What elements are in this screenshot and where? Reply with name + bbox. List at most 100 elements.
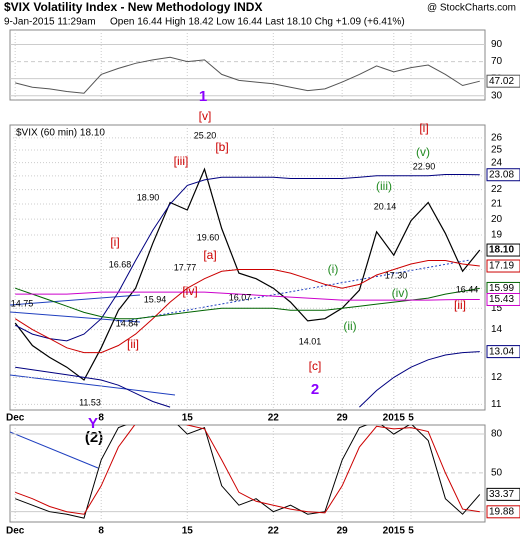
y-tick-label: 14 [491, 324, 503, 335]
series-line [15, 425, 480, 515]
y-tick-label: 30 [491, 90, 503, 101]
series-line [15, 287, 480, 320]
annotation: [ii] [454, 298, 466, 312]
annotation: 16.68 [109, 259, 132, 269]
annotation: [ii] [127, 337, 139, 351]
x-tick-label: 29 [337, 413, 349, 424]
annotation: 18.90 [137, 192, 160, 202]
main-label: $VIX (60 min) 18.10 [16, 128, 105, 139]
annotation: (iv) [392, 286, 409, 300]
quote: Open 16.44 High 18.42 Low 16.44 Last 18.… [110, 17, 405, 28]
plot [14, 167, 481, 408]
trendlines [10, 259, 471, 396]
annotation: 16.44 [456, 284, 479, 294]
x-tick-label: 15 [182, 413, 194, 424]
trendline [10, 374, 176, 396]
annotation: 22.90 [413, 161, 436, 171]
trendline [119, 259, 471, 323]
y-tick-label: 11 [491, 399, 502, 410]
annotation: 15.94 [144, 294, 167, 304]
annotation: 20.14 [374, 201, 397, 211]
annotation: [v] [199, 109, 212, 123]
end-label: 47.02 [489, 76, 514, 87]
series-line [14, 174, 480, 342]
end-label: 33.37 [489, 489, 514, 500]
end-label-box [486, 345, 520, 359]
annotation: [b] [215, 140, 228, 154]
x-tick-label: 8 [98, 526, 104, 537]
end-label-box [486, 74, 520, 88]
x-tick-label: 5 [408, 526, 414, 537]
end-label-box [486, 487, 520, 501]
y-tick-label: 25 [491, 145, 503, 156]
trendline [10, 431, 99, 469]
series-line [15, 425, 481, 519]
series-line [359, 351, 480, 408]
annotation: 14.84 [116, 318, 139, 328]
annotation: [iii] [174, 154, 189, 168]
series-line [14, 167, 481, 381]
date: 9-Jan-2015 11:29am [4, 17, 96, 28]
annotation: 17.77 [174, 262, 197, 272]
y-tick-label: 12 [491, 372, 503, 383]
end-label-box [486, 259, 520, 273]
title: $VIX Volatility Index - New Methodology … [4, 0, 262, 14]
end-label: 23.08 [489, 169, 514, 180]
annotation: (2) [85, 429, 103, 446]
x-tick-label: 5 [408, 413, 414, 424]
annotation: 25.20 [194, 130, 217, 140]
y-tick-label: 24 [491, 157, 503, 168]
panel-bottom [9, 424, 486, 523]
end-label: 18.10 [489, 245, 514, 256]
annotation: (iii) [376, 179, 392, 193]
series-line [15, 366, 171, 408]
panel-main [9, 124, 486, 411]
source: @ StockCharts.com [427, 3, 516, 14]
x-tick-label: 2015 [383, 526, 406, 537]
trendline [10, 311, 141, 323]
annotation: 14.75 [11, 298, 34, 308]
annotation: (v) [416, 145, 430, 159]
y-tick-label: 90 [491, 39, 503, 50]
end-label-box [486, 168, 520, 182]
panel-top [9, 29, 486, 101]
end-label-box [486, 505, 520, 519]
end-label-box [486, 292, 520, 306]
end-label: 15.43 [489, 294, 514, 305]
x-tick-label: Dec [6, 413, 25, 424]
end-label: 15.99 [489, 283, 514, 294]
series-line [15, 56, 480, 94]
y-tick-label: 20 [491, 214, 503, 225]
y-tick-label: 80 [491, 429, 503, 440]
y-tick-label: 19 [491, 230, 503, 241]
annotation: 1 [199, 88, 207, 105]
x-tick-label: 2015 [383, 413, 406, 424]
plot [15, 56, 480, 94]
annotation: 16.07 [229, 292, 252, 302]
y-tick-label: 26 [491, 132, 503, 143]
annotation: [c] [309, 359, 322, 373]
annotation: (i) [328, 262, 339, 276]
end-label-box [486, 243, 520, 257]
y-tick-label: 21 [491, 199, 503, 210]
annotation: 19.60 [197, 232, 220, 242]
trendline [10, 294, 141, 306]
x-tick-label: 22 [268, 413, 280, 424]
annotation: [i] [110, 235, 119, 249]
annotation: 14.01 [299, 336, 322, 346]
series-line [14, 260, 480, 354]
y-tick-label: 22 [491, 184, 503, 195]
end-label: 17.19 [489, 261, 514, 272]
end-label: 19.88 [489, 506, 514, 517]
annotation: [a] [203, 248, 216, 262]
y-tick-label: 70 [491, 56, 503, 67]
end-label: 13.04 [489, 346, 514, 357]
plot [15, 425, 481, 519]
annotation: [i] [419, 121, 428, 135]
annotation: Y [88, 415, 98, 432]
annotation: 17.30 [385, 270, 408, 280]
y-tick-label: 50 [491, 467, 503, 478]
annotation: 11.53 [79, 397, 101, 407]
annotation: [iv] [182, 284, 197, 298]
